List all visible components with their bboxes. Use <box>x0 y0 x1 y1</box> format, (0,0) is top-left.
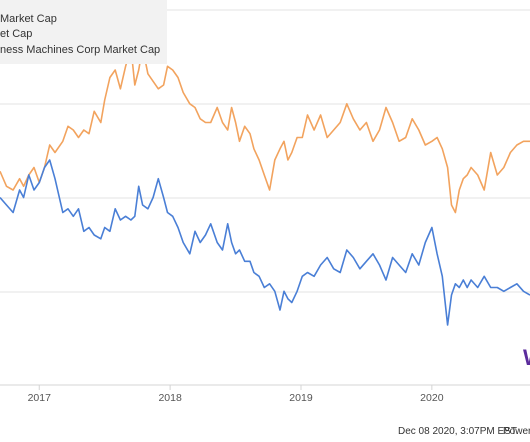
series-line-2 <box>0 159 530 326</box>
brand-logo-mark: W <box>523 345 530 370</box>
legend-background <box>0 0 167 64</box>
series-layer <box>0 46 530 326</box>
legend-item-2: et Cap <box>0 28 32 40</box>
legend: Market Cap et Cap ness Machines Corp Mar… <box>0 0 167 64</box>
series-line-1 <box>0 46 530 214</box>
x-tick-label-2019: 2019 <box>289 392 313 404</box>
x-tick-label-2018: 2018 <box>158 392 182 404</box>
footer-powered-by: Powere <box>503 426 530 437</box>
x-tick-label-2017: 2017 <box>28 392 52 404</box>
x-axis-ticks: 2017 2018 2019 2020 <box>28 385 444 404</box>
legend-item-3: ness Machines Corp Market Cap <box>0 44 160 56</box>
legend-item-1: Market Cap <box>0 13 57 25</box>
x-tick-label-2020: 2020 <box>420 392 444 404</box>
gridlines <box>0 9 530 293</box>
footer-timestamp: Dec 08 2020, 3:07PM EST. <box>398 426 519 437</box>
